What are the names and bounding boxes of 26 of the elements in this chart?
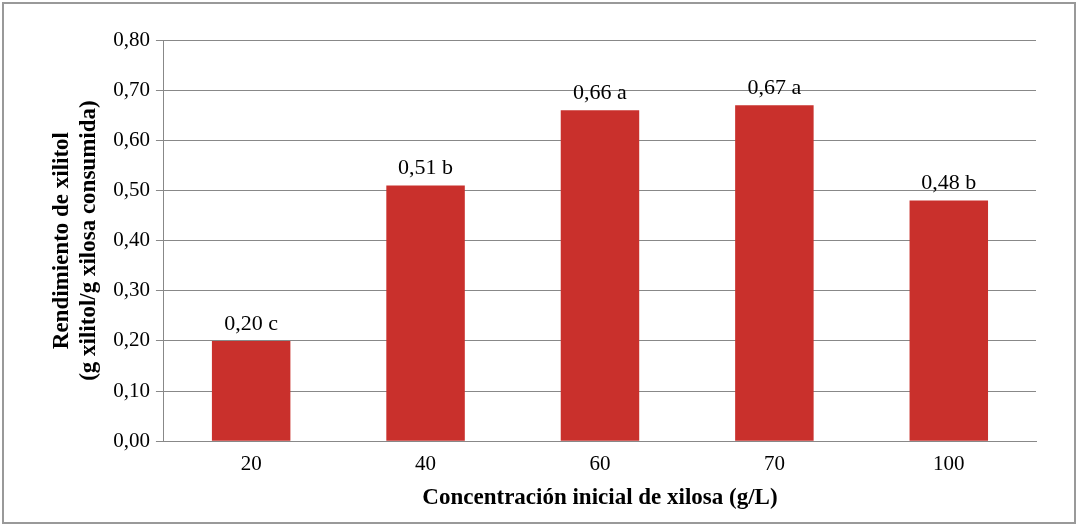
bar xyxy=(735,105,814,441)
y-axis-title: Rendimiento de xilitol (g xilitol/g xilosa consumida) xyxy=(47,100,101,381)
bar xyxy=(909,200,989,441)
x-tick-label: 70 xyxy=(763,451,785,476)
bar xyxy=(211,340,291,441)
y-tick-label: 0,60 xyxy=(113,126,150,151)
y-tick-label: 0,80 xyxy=(113,26,150,51)
data-label: 0,67 a xyxy=(747,73,802,99)
y-tick-label: 0,30 xyxy=(113,277,150,302)
y-tick-label: 0,10 xyxy=(113,377,150,402)
data-label: 0,51 b xyxy=(398,154,454,180)
y-tick-label: 0,40 xyxy=(113,227,150,252)
x-tick-label: 40 xyxy=(415,451,437,476)
y-tick-label: 0,00 xyxy=(113,427,150,452)
data-label: 0,66 a xyxy=(573,78,628,104)
data-label: 0,20 c xyxy=(224,309,279,335)
y-tick-label: 0,50 xyxy=(113,176,150,201)
data-label: 0,48 b xyxy=(921,169,977,195)
x-tick-label: 100 xyxy=(933,451,965,476)
y-tick-label: 0,20 xyxy=(113,327,150,352)
x-axis-title: Concentración inicial de xilosa (g/L) xyxy=(422,484,778,510)
x-tick-label: 20 xyxy=(240,451,262,476)
bar xyxy=(560,110,640,441)
bar xyxy=(386,185,465,441)
x-tick-label: 60 xyxy=(589,451,611,476)
y-tick-label: 0,70 xyxy=(113,76,150,101)
